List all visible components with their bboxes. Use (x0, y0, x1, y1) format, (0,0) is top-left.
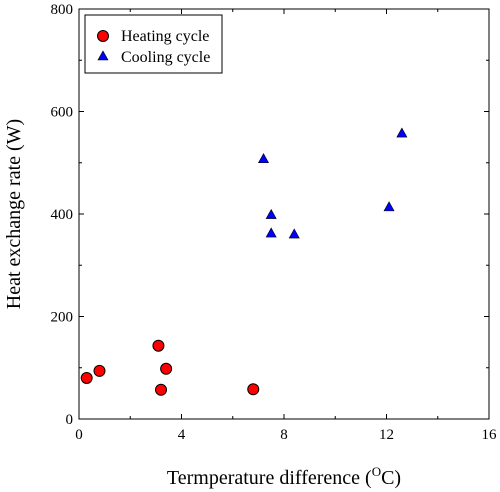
x-axis-title-main: Termperature difference ( (167, 467, 372, 489)
cooling-cycle-point (383, 201, 395, 212)
cooling-cycle-point (265, 227, 277, 238)
x-axis-title-superscript: O (372, 464, 381, 479)
legend-label-heating: Heating cycle (121, 28, 209, 45)
y-tick-label: 800 (51, 2, 74, 18)
x-tick-label: 12 (379, 427, 394, 443)
legend-box (84, 14, 223, 74)
heating-cycle-point (80, 372, 93, 384)
data-points (80, 127, 408, 396)
cooling-cycle-point (288, 228, 300, 239)
y-tick-label: 400 (51, 207, 74, 223)
heating-cycle-point (160, 362, 173, 375)
cooling-cycle-point (257, 153, 270, 163)
x-tick-label: 16 (482, 427, 498, 443)
axis-tick-labels: 0 4 8 12 16 0 200 400 600 800 (51, 2, 498, 443)
y-tick-label: 0 (66, 412, 74, 428)
x-tick-label: 0 (75, 427, 83, 443)
heating-cycle-point (152, 339, 165, 352)
heating-cycle-point (155, 383, 167, 396)
legend-marker-cooling (97, 50, 109, 61)
legend-label-cooling: Cooling cycle (121, 49, 210, 66)
y-tick-label: 600 (51, 105, 74, 121)
y-tick-label: 200 (51, 310, 74, 326)
legend: Heating cycle Cooling cycle (84, 14, 223, 74)
x-tick-label: 8 (280, 427, 288, 443)
heating-cycle-point (247, 383, 260, 396)
y-axis-title: Heat exchange rate (W) (3, 119, 25, 309)
x-axis-title: Termperature difference (OC) (167, 464, 401, 489)
legend-marker-heating (97, 30, 109, 42)
cooling-cycle-point (396, 127, 408, 138)
x-axis-title-unit: C) (381, 467, 401, 489)
x-tick-label: 4 (178, 427, 186, 443)
cooling-cycle-point (265, 208, 277, 219)
heating-cycle-point (93, 364, 106, 377)
axis-ticks (78, 8, 490, 420)
